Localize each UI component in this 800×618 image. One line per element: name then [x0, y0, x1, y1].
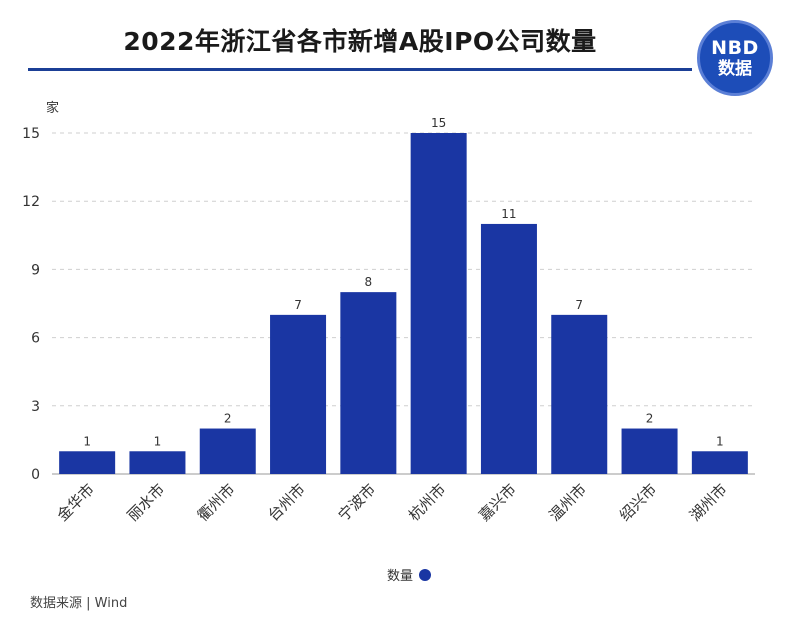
bar — [199, 428, 256, 474]
bar — [270, 314, 327, 474]
bar — [129, 451, 186, 474]
bar — [480, 223, 537, 474]
logo-line1: NBD — [711, 37, 759, 59]
x-tick-label: 台州市 — [264, 480, 309, 525]
bar — [621, 428, 678, 474]
data-label: 1 — [83, 434, 91, 448]
data-label: 7 — [575, 298, 583, 312]
y-tick-label: 9 — [31, 262, 40, 278]
x-tick-label: 湖州市 — [686, 480, 731, 525]
data-label: 1 — [716, 434, 724, 448]
x-tick-label: 绍兴市 — [616, 480, 661, 525]
logo-line2: 数据 — [718, 58, 752, 79]
y-tick-label: 3 — [31, 399, 40, 415]
legend: 数量 — [387, 565, 432, 584]
source-note: 数据来源 | Wind — [30, 596, 128, 611]
nbd-logo: NBD 数据 — [697, 20, 773, 96]
y-tick-label: 0 — [31, 467, 40, 483]
data-label: 2 — [224, 412, 232, 426]
y-axis-unit-label: 家 — [46, 100, 59, 116]
y-tick-label: 15 — [22, 126, 40, 142]
data-label: 11 — [501, 207, 516, 221]
data-label: 8 — [365, 275, 373, 289]
title-underline — [28, 68, 692, 71]
bar — [410, 133, 467, 474]
data-label: 2 — [646, 412, 654, 426]
data-label: 15 — [431, 116, 446, 130]
x-tick-label: 衢州市 — [194, 480, 239, 525]
data-label: 7 — [294, 298, 302, 312]
x-tick-label: 金华市 — [53, 480, 98, 525]
x-tick-label: 杭州市 — [405, 480, 450, 525]
bar — [691, 451, 748, 474]
bar — [551, 314, 608, 474]
y-tick-label: 6 — [31, 331, 40, 347]
x-tick-label: 嘉兴市 — [475, 480, 520, 525]
legend-swatch — [419, 568, 432, 581]
data-label: 1 — [154, 434, 162, 448]
y-tick-label: 12 — [22, 194, 40, 210]
x-tick-label: 丽水市 — [124, 480, 169, 525]
legend-label: 数量 — [387, 569, 414, 584]
bar — [59, 451, 116, 474]
bar — [340, 292, 397, 474]
chart-title: 2022年浙江省各市新增A股IPO公司数量 — [123, 27, 597, 56]
x-tick-label: 宁波市 — [335, 480, 380, 525]
x-tick-label: 温州市 — [546, 480, 591, 525]
